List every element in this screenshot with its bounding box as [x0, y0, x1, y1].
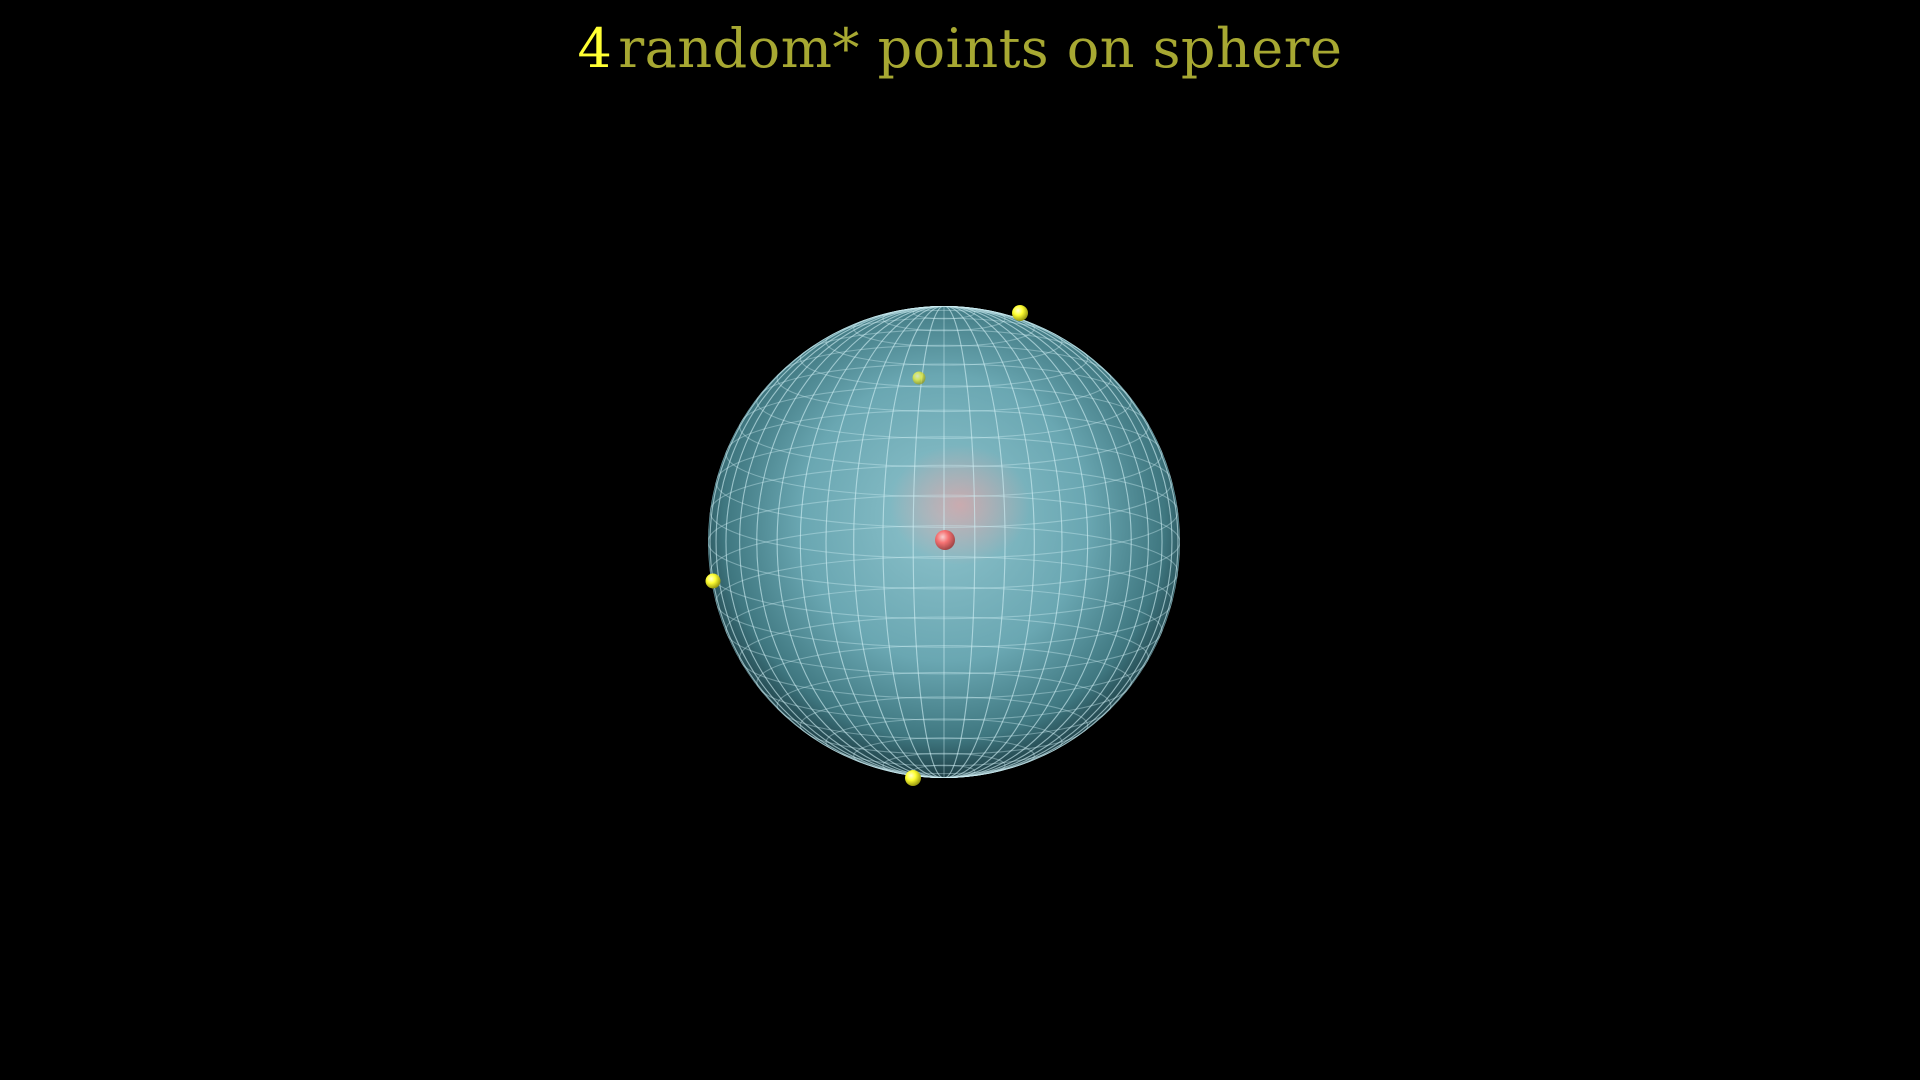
latitude-line: [739, 385, 1149, 468]
longitude-line: [739, 306, 1149, 778]
latitude-line: [715, 436, 1173, 528]
longitude-line: [715, 306, 1173, 778]
longitude-line: [709, 306, 1179, 778]
longitude-line: [882, 306, 1006, 778]
latitude-line: [756, 363, 1132, 439]
random-point-1: [1012, 305, 1028, 321]
latitude-line: [799, 696, 1089, 755]
longitude-line: [799, 306, 1089, 778]
longitude-line: [799, 306, 1089, 778]
title-number: 4: [577, 17, 613, 80]
longitude-line: [776, 306, 1112, 778]
latitude-line: [725, 409, 1163, 498]
latitude-line: [709, 525, 1179, 620]
longitude-line: [882, 306, 1006, 778]
latitude-line: [825, 718, 1063, 767]
latitude-line: [882, 752, 1006, 778]
latitude-line: [715, 556, 1173, 648]
latitude-line: [725, 586, 1163, 675]
latitude-line: [853, 309, 1035, 347]
longitude-line: [912, 306, 976, 778]
latitude-line: [739, 616, 1149, 699]
latitude-line: [776, 671, 1112, 740]
latitude-line: [756, 645, 1132, 721]
longitude-line: [725, 306, 1163, 778]
longitude-line: [739, 306, 1149, 778]
longitude-line: [776, 306, 1112, 778]
title-text: random* points on sphere: [618, 17, 1343, 80]
points-layer: [705, 305, 1028, 786]
latitude-line: [853, 737, 1035, 775]
sphere-center: [935, 530, 955, 550]
longitude-line: [853, 306, 1035, 778]
latitude-line: [708, 494, 1180, 590]
latitude-line: [776, 344, 1112, 413]
longitude-line: [756, 306, 1132, 778]
longitude-line: [825, 306, 1063, 778]
latitude-line: [912, 306, 976, 320]
longitude-line: [912, 306, 976, 778]
longitude-line: [709, 306, 1179, 778]
center-glow: [890, 445, 1030, 565]
random-point-4: [905, 770, 921, 786]
title: 4 random* points on sphere: [0, 14, 1920, 84]
random-point-2: [912, 371, 926, 385]
longitude-line: [825, 306, 1063, 778]
latitude-line: [882, 306, 1006, 332]
longitude-line: [853, 306, 1035, 778]
latitude-line: [799, 329, 1089, 388]
latitude-line: [709, 464, 1179, 559]
random-point-3: [705, 573, 721, 589]
latitude-line: [825, 317, 1063, 366]
longitude-line: [725, 306, 1163, 778]
longitude-line: [715, 306, 1173, 778]
longitude-line: [756, 306, 1132, 778]
